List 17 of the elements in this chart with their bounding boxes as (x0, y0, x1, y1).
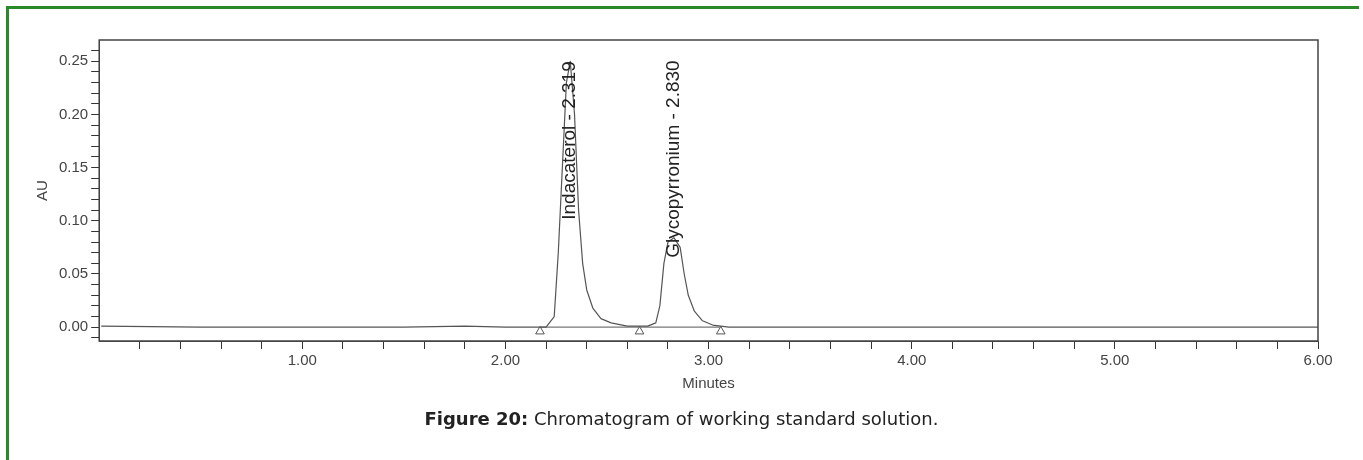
text: Figure 20: Chromatogram of working standard solution. (423, 408, 940, 429)
y-tick-label: 0.00 (58, 317, 89, 335)
x-tick-label: 6.00 (1303, 351, 1333, 369)
x-tick-label: 3.00 (694, 351, 724, 369)
x-tick-label: 2.00 (490, 351, 521, 369)
x-tick-label: 4.00 (897, 351, 927, 369)
y-axis-title: AU (33, 180, 51, 201)
annotation: Indacaterol - 2.319 (558, 61, 580, 220)
x-tick-label: 1.00 (287, 351, 317, 369)
y-tick-label: 0.10 (58, 210, 89, 228)
y-tick-label: 0.15 (58, 157, 89, 175)
y-tick-label: 0.05 (58, 264, 89, 282)
y-tick-label: 0.20 (58, 104, 89, 122)
y-tick-label: 0.25 (58, 51, 89, 69)
x-axis-title: Minutes (682, 374, 735, 392)
x-tick-label: 5.00 (1100, 351, 1130, 369)
annotation: Glycopyrronium - 2.830 (662, 60, 684, 258)
